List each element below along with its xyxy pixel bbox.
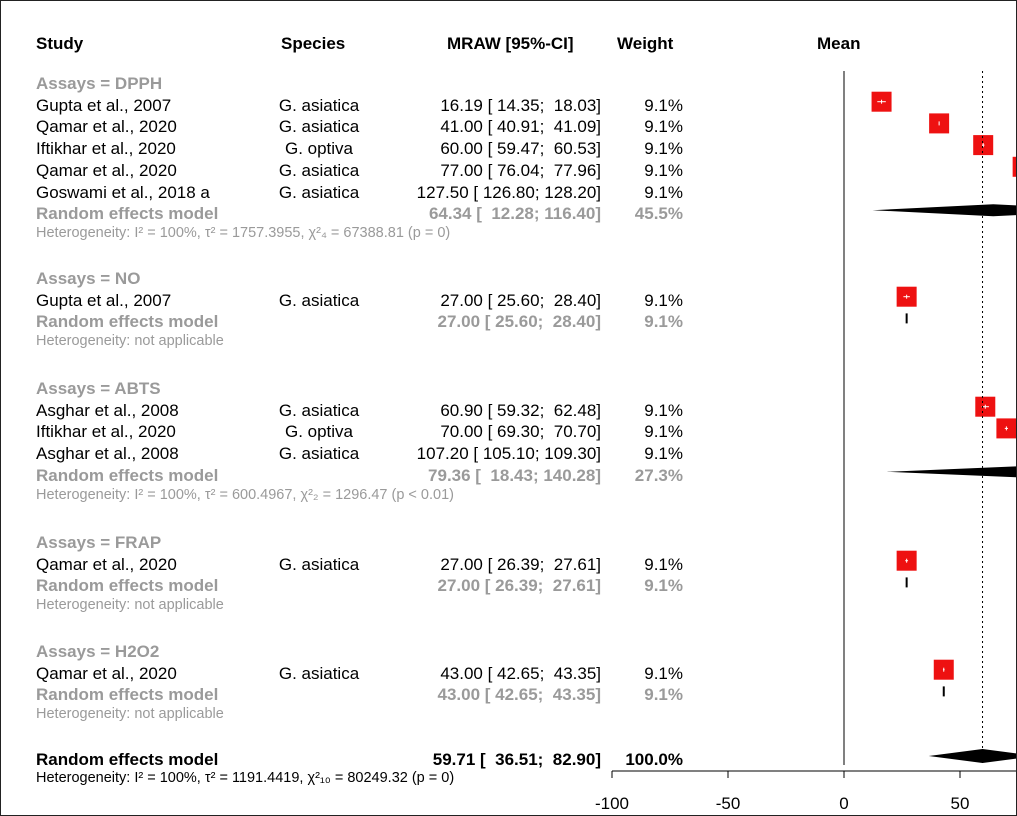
study-name: Qamar et al., 2020 [36, 117, 177, 137]
x-tick-label: 0 [839, 794, 848, 813]
study-name: Asghar et al., 2008 [36, 444, 179, 464]
study-species: G. asiatica [278, 554, 360, 574]
subgroup-diamond [872, 204, 1016, 217]
study-name: Gupta et al., 2007 [36, 290, 172, 310]
overall-ci: 59.71 [ 36.51; 82.90] [432, 750, 601, 769]
study-species: G. asiatica [278, 400, 360, 420]
random-effects-weight: 9.1% [644, 576, 683, 596]
study-ci: 60.90 [ 59.32; 62.48] [440, 400, 601, 420]
random-effects-ci: 64.34 [ 12.28; 116.40] [428, 204, 601, 224]
header-weight: Weight [617, 34, 674, 53]
study-weight: 9.1% [644, 422, 683, 442]
study-ci: 107.20 [ 105.10; 109.30] [416, 444, 601, 464]
study-weight: 9.1% [644, 554, 683, 574]
study-species: G. asiatica [278, 95, 360, 115]
study-weight: 9.1% [644, 444, 683, 464]
study-species: G. asiatica [278, 444, 360, 464]
group-label: Assays = FRAP [36, 533, 162, 552]
study-ci: 70.00 [ 69.30; 70.70] [440, 422, 601, 442]
study-species: G. asiatica [278, 160, 360, 180]
header-species: Species [281, 34, 346, 53]
study-ci: 16.19 [ 14.35; 18.03] [440, 95, 601, 115]
study-weight: 9.1% [644, 290, 683, 310]
heterogeneity-text: Heterogeneity: I² = 100%, τ² = 1757.3955… [36, 224, 451, 241]
study-species: G. asiatica [278, 663, 360, 683]
study-ci: 27.00 [ 26.39; 27.61] [440, 554, 601, 574]
study-species: G. asiatica [278, 117, 360, 137]
group-label: Assays = DPPH [36, 74, 163, 93]
study-ci: 41.00 [ 40.91; 41.09] [440, 117, 601, 137]
study-species: G. asiatica [278, 182, 360, 202]
heterogeneity-text: Heterogeneity: not applicable [36, 597, 224, 614]
random-effects-label: Random effects model [36, 576, 219, 596]
header-mraw: MRAW [95%-CI] [447, 34, 574, 53]
x-tick-label: -50 [716, 794, 741, 813]
random-effects-label: Random effects model [36, 685, 219, 705]
study-species: G. asiatica [278, 290, 360, 310]
study-weight: 9.1% [644, 95, 683, 115]
random-effects-ci: 43.00 [ 42.65; 43.35] [437, 685, 601, 705]
random-effects-label: Random effects model [36, 465, 219, 485]
heterogeneity-text: Heterogeneity: I² = 100%, τ² = 600.4967,… [36, 486, 454, 503]
study-weight: 9.1% [644, 139, 683, 159]
study-name: Qamar et al., 2020 [36, 160, 177, 180]
group-label: Assays = NO [36, 269, 141, 288]
study-name: Qamar et al., 2020 [36, 554, 177, 574]
study-name: Iftikhar et al., 2020 [36, 139, 176, 159]
random-effects-weight: 9.1% [644, 685, 683, 705]
study-name: Iftikhar et al., 2020 [36, 422, 176, 442]
study-box [1012, 156, 1016, 177]
study-ci: 77.00 [ 76.04; 77.96] [440, 160, 601, 180]
study-weight: 9.1% [644, 117, 683, 137]
study-species: G. optiva [284, 139, 354, 159]
group-label: Assays = H2O2 [36, 642, 160, 661]
study-weight: 9.1% [644, 400, 683, 420]
study-name: Asghar et al., 2008 [36, 400, 179, 420]
x-tick-label: 50 [951, 794, 970, 813]
overall-heterogeneity: Heterogeneity: I² = 100%, τ² = 1191.4419… [36, 770, 455, 786]
random-effects-weight: 45.5% [634, 204, 683, 224]
study-species: G. optiva [284, 422, 354, 442]
random-effects-weight: 9.1% [644, 312, 683, 332]
random-effects-label: Random effects model [36, 204, 219, 224]
study-name: Qamar et al., 2020 [36, 663, 177, 683]
random-effects-ci: 79.36 [ 18.43; 140.28] [428, 465, 601, 485]
random-effects-ci: 27.00 [ 26.39; 27.61] [437, 576, 601, 596]
group-label: Assays = ABTS [36, 379, 161, 398]
subgroup-diamond [886, 466, 1016, 478]
study-name: Gupta et al., 2007 [36, 95, 172, 115]
random-effects-ci: 27.00 [ 25.60; 28.40] [437, 312, 601, 332]
overall-weight: 100.0% [625, 750, 683, 769]
study-ci: 27.00 [ 25.60; 28.40] [440, 290, 601, 310]
study-ci: 43.00 [ 42.65; 43.35] [440, 663, 601, 683]
overall-diamond [928, 749, 1016, 763]
x-tick-label: -100 [595, 794, 629, 813]
random-effects-label: Random effects model [36, 312, 219, 332]
study-weight: 9.1% [644, 182, 683, 202]
header-study: Study [36, 34, 84, 53]
header-mean: Mean [817, 34, 861, 53]
study-ci: 127.50 [ 126.80; 128.20] [416, 182, 601, 202]
study-name: Goswami et al., 2018 a [36, 182, 210, 202]
heterogeneity-text: Heterogeneity: not applicable [36, 706, 224, 723]
study-weight: 9.1% [644, 160, 683, 180]
heterogeneity-text: Heterogeneity: not applicable [36, 333, 224, 350]
overall-label: Random effects model [36, 750, 219, 769]
study-weight: 9.1% [644, 663, 683, 683]
random-effects-weight: 27.3% [634, 465, 683, 485]
study-ci: 60.00 [ 59.47; 60.53] [440, 139, 601, 159]
